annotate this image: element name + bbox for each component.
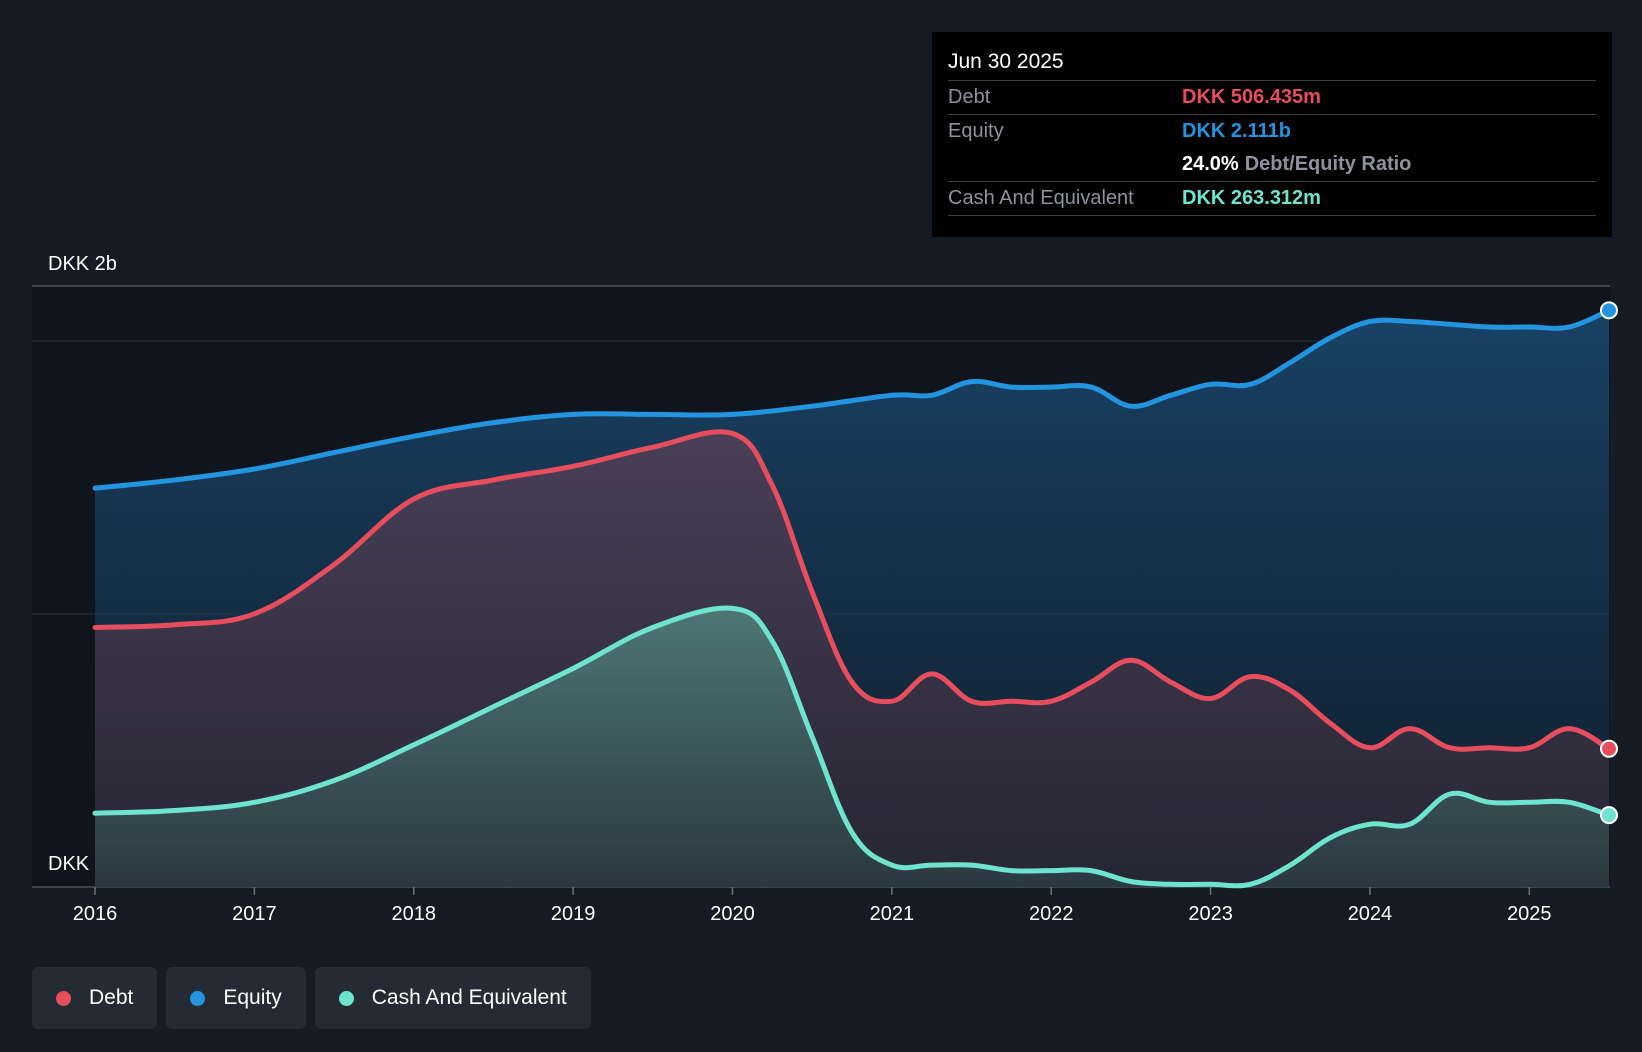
debt-end-marker[interactable] bbox=[1600, 739, 1618, 758]
legend-debt-label: Debt bbox=[89, 986, 134, 1009]
x-tick-label-2025: 2025 bbox=[1507, 903, 1552, 925]
y-axis-top-label: DKK 2b bbox=[48, 253, 117, 275]
tooltip-debt-value: DKK 506.435m bbox=[1182, 86, 1321, 108]
tooltip-cash-label: Cash And Equivalent bbox=[948, 187, 1134, 209]
x-tick-label-2016: 2016 bbox=[73, 903, 118, 925]
equity-line bbox=[92, 307, 1612, 491]
debt-line bbox=[92, 429, 1612, 752]
legend-item-equity[interactable]: Equity bbox=[166, 967, 306, 1029]
tooltip-equity-value: DKK 2.111b bbox=[1182, 120, 1291, 142]
x-tick-label-2019: 2019 bbox=[551, 903, 596, 925]
x-tick-label-2021: 2021 bbox=[870, 903, 915, 925]
y-axis-bottom-label: DKK 0 bbox=[48, 853, 106, 875]
legend-equity-label: Equity bbox=[223, 986, 282, 1009]
tooltip-cash-value: DKK 263.312m bbox=[1182, 187, 1321, 209]
cash-line bbox=[92, 605, 1612, 889]
equity-dot-icon bbox=[190, 990, 206, 1006]
tooltip-panel: Jun 30 2025 Debt DKK 506.435m Equity DKK… bbox=[932, 32, 1612, 237]
legend: Debt Equity Cash And Equivalent bbox=[32, 967, 600, 1029]
cash-end-marker[interactable] bbox=[1600, 806, 1618, 825]
cash-dot-icon bbox=[338, 990, 354, 1006]
x-tick-label-2024: 2024 bbox=[1348, 903, 1393, 925]
legend-cash-label: Cash And Equivalent bbox=[371, 986, 567, 1009]
tooltip-ratio-value: 24.0% bbox=[1182, 153, 1239, 175]
debt-dot-icon bbox=[56, 990, 71, 1006]
x-tick-label-2017: 2017 bbox=[232, 903, 277, 925]
legend-item-cash[interactable]: Cash And Equivalent bbox=[314, 967, 591, 1029]
x-tick-label-2023: 2023 bbox=[1188, 903, 1233, 925]
tooltip-row-debt: Debt DKK 506.435m bbox=[948, 81, 1596, 115]
tooltip-equity-label: Equity bbox=[948, 120, 1004, 142]
tooltip-debt-label: Debt bbox=[948, 86, 991, 108]
tooltip-row-equity: Equity DKK 2.111b bbox=[948, 115, 1596, 148]
legend-item-debt[interactable]: Debt bbox=[32, 967, 158, 1029]
equity-end-marker[interactable] bbox=[1600, 301, 1618, 320]
cash-area bbox=[95, 608, 1609, 887]
tooltip-row-ratio: 24.0% Debt/Equity Ratio bbox=[948, 148, 1596, 182]
x-tick-label-2020: 2020 bbox=[710, 903, 755, 925]
x-tick-label-2022: 2022 bbox=[1029, 903, 1074, 925]
tooltip-row-cash: Cash And Equivalent DKK 263.312m bbox=[948, 182, 1596, 216]
tooltip-date: Jun 30 2025 bbox=[948, 46, 1596, 81]
x-tick-label-2018: 2018 bbox=[391, 903, 436, 925]
tooltip-ratio-label: Debt/Equity Ratio bbox=[1244, 153, 1412, 175]
